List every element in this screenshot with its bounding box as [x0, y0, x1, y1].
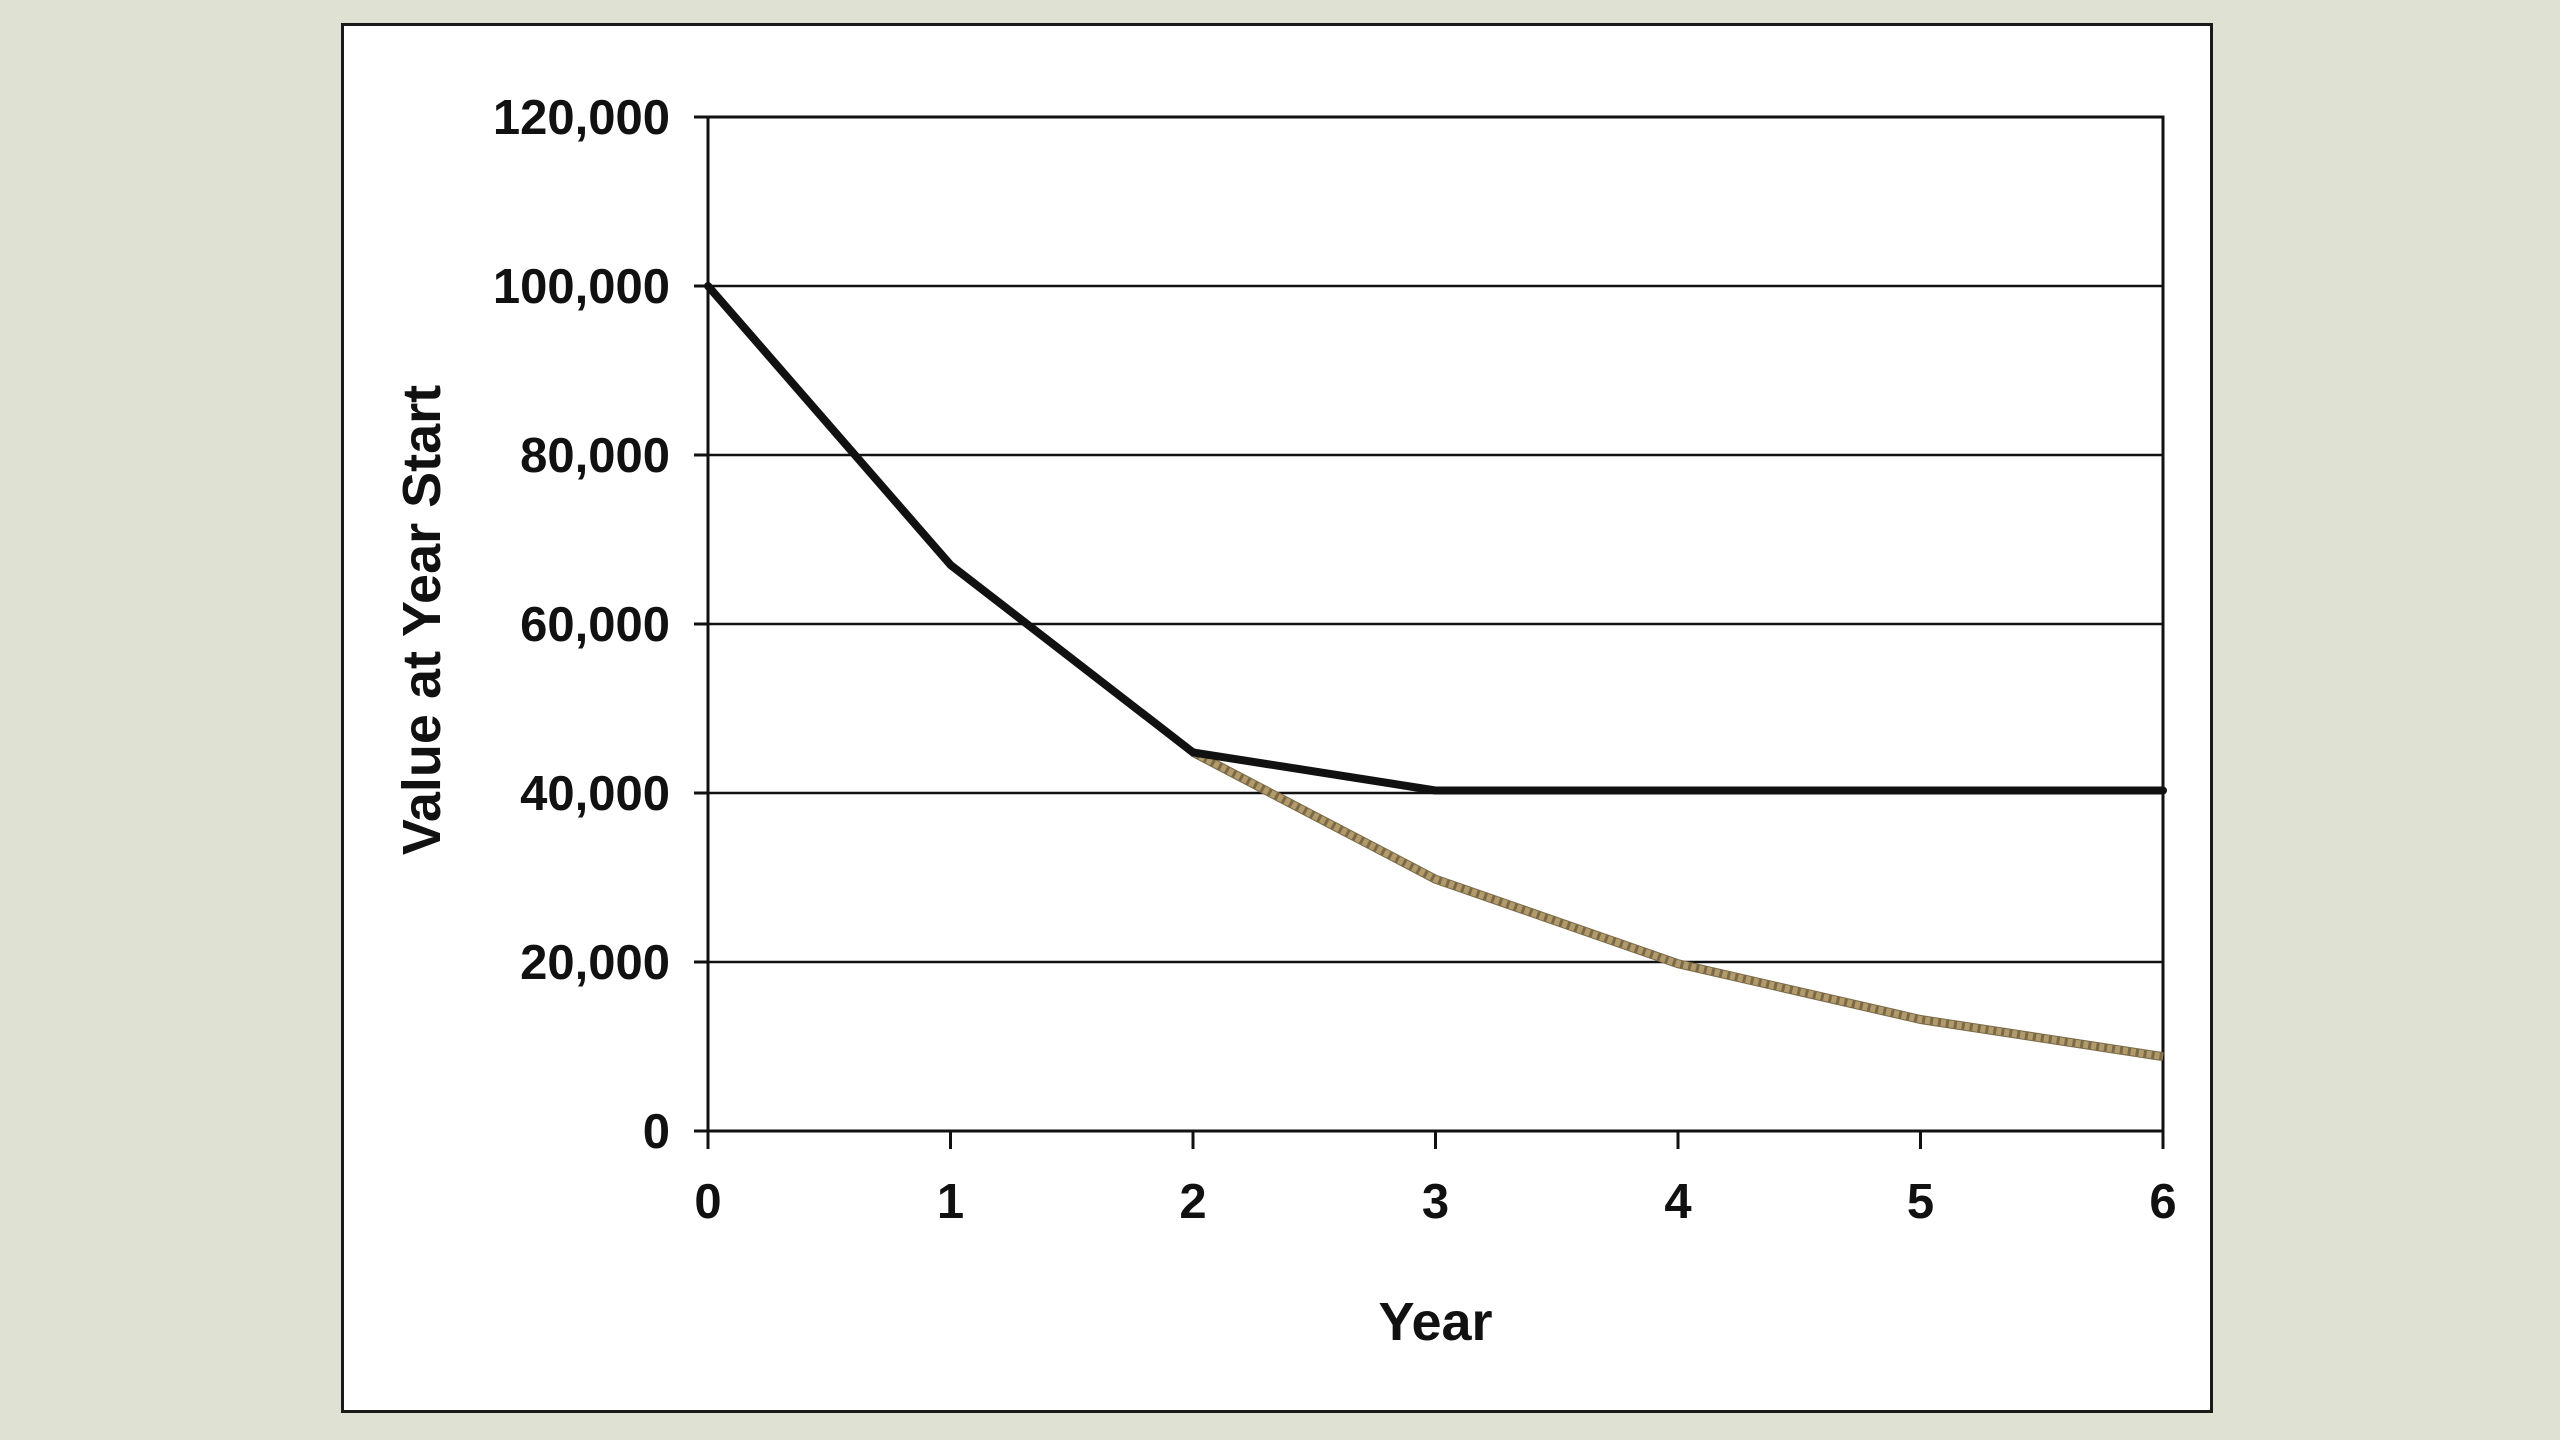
x-tick-labels: 0 1 2 3 4 5 6	[694, 1175, 2176, 1229]
series-line-solid	[704, 282, 2167, 795]
chart-frame	[341, 23, 2213, 1413]
y-tick-label: 40,000	[520, 767, 670, 821]
y-tick-label: 60,000	[520, 598, 670, 652]
y-tick-label: 80,000	[520, 429, 670, 483]
y-tick-label: 20,000	[520, 936, 670, 990]
y-tick-labels: 0 20,000 40,000 60,000 80,000 100,000 120,000	[493, 91, 670, 1159]
x-tick-label: 1	[937, 1175, 964, 1229]
y-axis-title: Value at Year Start	[392, 385, 452, 855]
gridlines	[708, 284, 2163, 964]
series-line-dotted-shadow	[1190, 748, 2164, 1062]
y-tick-label: 120,000	[493, 91, 670, 145]
x-tick-label: 2	[1179, 1175, 1206, 1229]
x-tick-label: 5	[1907, 1175, 1934, 1229]
x-axis-title: Year	[1378, 1292, 1492, 1352]
series-lines	[704, 282, 2167, 1062]
series-line-dotted	[1191, 749, 2164, 1061]
x-tick-label: 6	[2149, 1175, 2176, 1229]
x-tick-label: 0	[694, 1175, 721, 1229]
y-tick-label: 0	[643, 1105, 670, 1159]
axis-ticks	[694, 115, 2165, 1149]
x-tick-label: 4	[1664, 1175, 1691, 1229]
y-tick-label: 100,000	[493, 260, 670, 314]
x-tick-label: 3	[1422, 1175, 1449, 1229]
